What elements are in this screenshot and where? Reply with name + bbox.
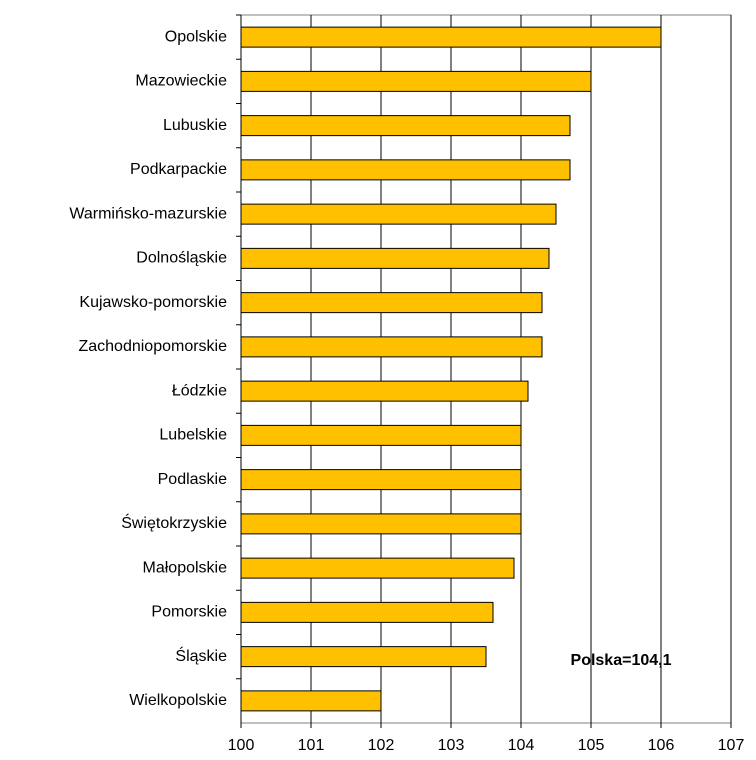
x-tick-label: 102 <box>368 737 395 754</box>
y-tick-label: Łódzkie <box>172 382 227 399</box>
bar <box>240 646 487 668</box>
y-tick-label: Zachodniopomorskie <box>78 338 227 355</box>
bar <box>240 424 522 446</box>
bar <box>240 115 571 137</box>
bar <box>240 469 522 491</box>
y-tick-label: Mazowieckie <box>135 73 227 90</box>
bar <box>240 557 515 579</box>
bar <box>240 601 494 623</box>
y-tick-label: Warmińsko-mazurskie <box>69 205 227 222</box>
y-tick-label: Lubelskie <box>159 427 227 444</box>
x-tick-label: 104 <box>508 737 535 754</box>
y-tick-label: Lubuskie <box>163 117 227 134</box>
bar <box>240 203 557 225</box>
y-tick-label: Dolnośląskie <box>136 250 227 267</box>
y-tick-label: Śląskie <box>175 646 227 665</box>
bar <box>240 336 543 358</box>
y-tick-label: Podkarpackie <box>130 161 227 178</box>
bar <box>240 513 522 535</box>
y-tick-label: Pomorskie <box>151 604 227 621</box>
bar <box>240 292 543 314</box>
x-tick-label: 101 <box>298 737 325 754</box>
x-tick-label: 103 <box>438 737 465 754</box>
y-tick-label: Wielkopolskie <box>129 692 227 709</box>
bar <box>240 70 592 92</box>
bar <box>240 380 529 402</box>
x-tick-label: 106 <box>648 737 675 754</box>
bar <box>240 690 382 712</box>
bar <box>240 159 571 181</box>
x-tick-label: 100 <box>228 737 255 754</box>
y-tick-label: Podlaskie <box>158 471 227 488</box>
y-tick-label: Opolskie <box>165 28 227 45</box>
x-tick-label: 105 <box>578 737 605 754</box>
bar <box>240 247 550 269</box>
y-tick-label: Małopolskie <box>143 559 228 576</box>
y-tick-label: Kujawsko-pomorskie <box>79 294 227 311</box>
x-tick-label: 107 <box>718 737 745 754</box>
bar <box>240 26 662 48</box>
annotation: Polska=104,1 <box>571 652 672 669</box>
y-tick-label: Świętokrzyskie <box>121 513 227 532</box>
